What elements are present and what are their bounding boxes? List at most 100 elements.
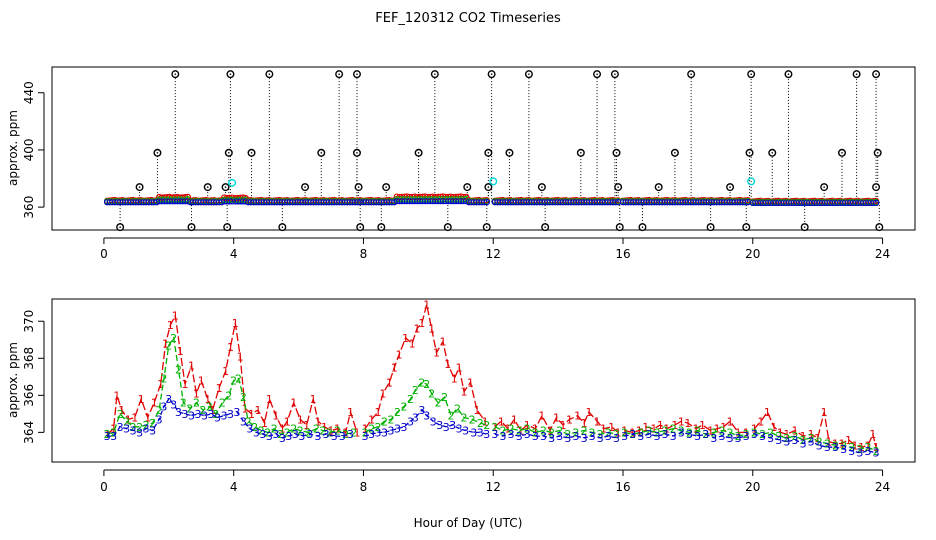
series-1-marker: 1 <box>284 415 291 428</box>
series-2-marker: 2 <box>104 428 111 441</box>
series-3-marker: 3 <box>388 425 395 438</box>
series-2-marker: 2 <box>654 426 661 439</box>
series-1-marker: 1 <box>821 406 828 419</box>
series-2-marker: 2 <box>873 445 880 458</box>
series-1-marker: 1 <box>608 421 615 434</box>
x-tick-label: 24 <box>875 480 890 494</box>
series-2-marker: 2 <box>350 426 357 439</box>
series-3-marker: 3 <box>816 439 823 452</box>
series-3-marker: 3 <box>848 445 855 458</box>
series-1-marker: 1 <box>735 426 742 439</box>
series-2-marker: 2 <box>597 428 604 441</box>
extreme-point-center <box>508 151 511 154</box>
extreme-point-center <box>206 186 209 188</box>
series-2-marker: 2 <box>418 376 425 389</box>
extreme-point-center <box>823 186 825 188</box>
series-2-marker: 2 <box>662 425 669 438</box>
series-1-marker: 1 <box>216 382 223 395</box>
series-1-line <box>624 420 747 434</box>
series-1-marker: 1 <box>342 426 349 439</box>
extreme-point-center <box>878 226 881 228</box>
series-3-marker: 3 <box>791 434 798 447</box>
series-1-marker: 1 <box>255 404 262 417</box>
series-1-marker: 1 <box>428 323 435 336</box>
series-2-marker: 2 <box>160 373 167 386</box>
series-1-marker: 1 <box>227 341 234 354</box>
series-3-marker: 3 <box>483 428 490 441</box>
series-3-marker: 3 <box>824 441 831 454</box>
series-1-marker: 1 <box>242 402 249 415</box>
x-tick-label: 12 <box>486 247 501 261</box>
series-3-marker: 3 <box>629 428 636 441</box>
series-2-marker: 2 <box>156 404 163 417</box>
series-1-marker: 1 <box>396 349 403 362</box>
series-3-marker: 3 <box>767 432 774 445</box>
series-1-marker: 1 <box>118 404 125 417</box>
series-1-marker: 1 <box>553 412 560 425</box>
series-1-marker: 1 <box>362 423 369 436</box>
series-2-marker: 2 <box>175 363 182 376</box>
series-1-marker: 1 <box>328 425 335 438</box>
series-1-marker: 1 <box>800 430 807 443</box>
series-3-marker: 3 <box>718 430 725 443</box>
series-1-marker: 1 <box>182 378 189 391</box>
series-3-marker: 3 <box>645 428 652 441</box>
series-2-marker: 2 <box>149 417 156 430</box>
series-1-marker: 1 <box>272 410 279 423</box>
series-3-line <box>236 411 351 439</box>
x-tick-label: 8 <box>360 480 368 494</box>
series-3-marker: 3 <box>339 430 346 443</box>
series-3-marker: 3 <box>323 428 330 441</box>
series-1-marker: 1 <box>125 413 132 426</box>
series-3-marker: 3 <box>143 423 150 436</box>
series-2-marker: 2 <box>143 419 150 432</box>
x-tick-label: 0 <box>100 480 108 494</box>
bottom-y-axis-title: approx. ppm <box>6 342 20 418</box>
series-2-line <box>754 431 877 452</box>
series-2-marker: 2 <box>727 426 734 439</box>
series-3-marker: 3 <box>751 428 758 441</box>
extreme-point-center <box>250 151 253 154</box>
series3-point <box>483 198 490 206</box>
extreme-point-center <box>385 186 387 188</box>
series-3-marker: 3 <box>233 406 240 419</box>
series-2-marker: 2 <box>441 391 448 404</box>
series-2-marker: 2 <box>491 421 498 434</box>
series-2-marker: 2 <box>477 417 484 430</box>
series-1-marker: 1 <box>413 323 420 336</box>
series-3-marker: 3 <box>279 432 286 445</box>
series-2-marker: 2 <box>375 421 382 434</box>
series-2-marker: 2 <box>165 339 172 352</box>
series-2-marker: 2 <box>678 425 685 438</box>
extreme-point-center <box>338 73 340 75</box>
y-tick-label: 360 <box>22 196 36 219</box>
series-3-marker: 3 <box>117 421 124 434</box>
series-2-marker: 2 <box>840 439 847 452</box>
series-3-marker: 3 <box>678 426 685 439</box>
series-1-marker: 1 <box>266 393 273 406</box>
series-1-marker: 1 <box>461 386 468 399</box>
extreme-point-center <box>875 186 877 188</box>
series-3-marker: 3 <box>266 430 273 443</box>
series-1-marker: 1 <box>864 439 871 452</box>
series-3-marker: 3 <box>160 400 167 413</box>
series-1-marker: 1 <box>845 434 852 447</box>
series-1-marker: 1 <box>783 428 790 441</box>
series-3-marker: 3 <box>856 447 863 460</box>
series-3-marker: 3 <box>637 430 644 443</box>
series-2-marker: 2 <box>572 426 579 439</box>
series-1-marker: 1 <box>777 426 784 439</box>
series-2-marker: 2 <box>775 430 782 443</box>
series-1-marker: 1 <box>113 389 120 402</box>
extreme-point-center <box>359 226 362 228</box>
series-3-marker: 3 <box>694 430 701 443</box>
series-3-marker: 3 <box>759 430 766 443</box>
series-1-marker: 1 <box>600 423 607 436</box>
series-1-marker: 1 <box>727 415 734 428</box>
series-1-marker: 1 <box>248 408 255 421</box>
x-tick-label: 16 <box>615 247 630 261</box>
x-tick-label: 8 <box>360 247 368 261</box>
extreme-point-center <box>690 73 692 75</box>
extreme-point-center <box>771 151 774 154</box>
series-3-marker: 3 <box>456 423 463 436</box>
